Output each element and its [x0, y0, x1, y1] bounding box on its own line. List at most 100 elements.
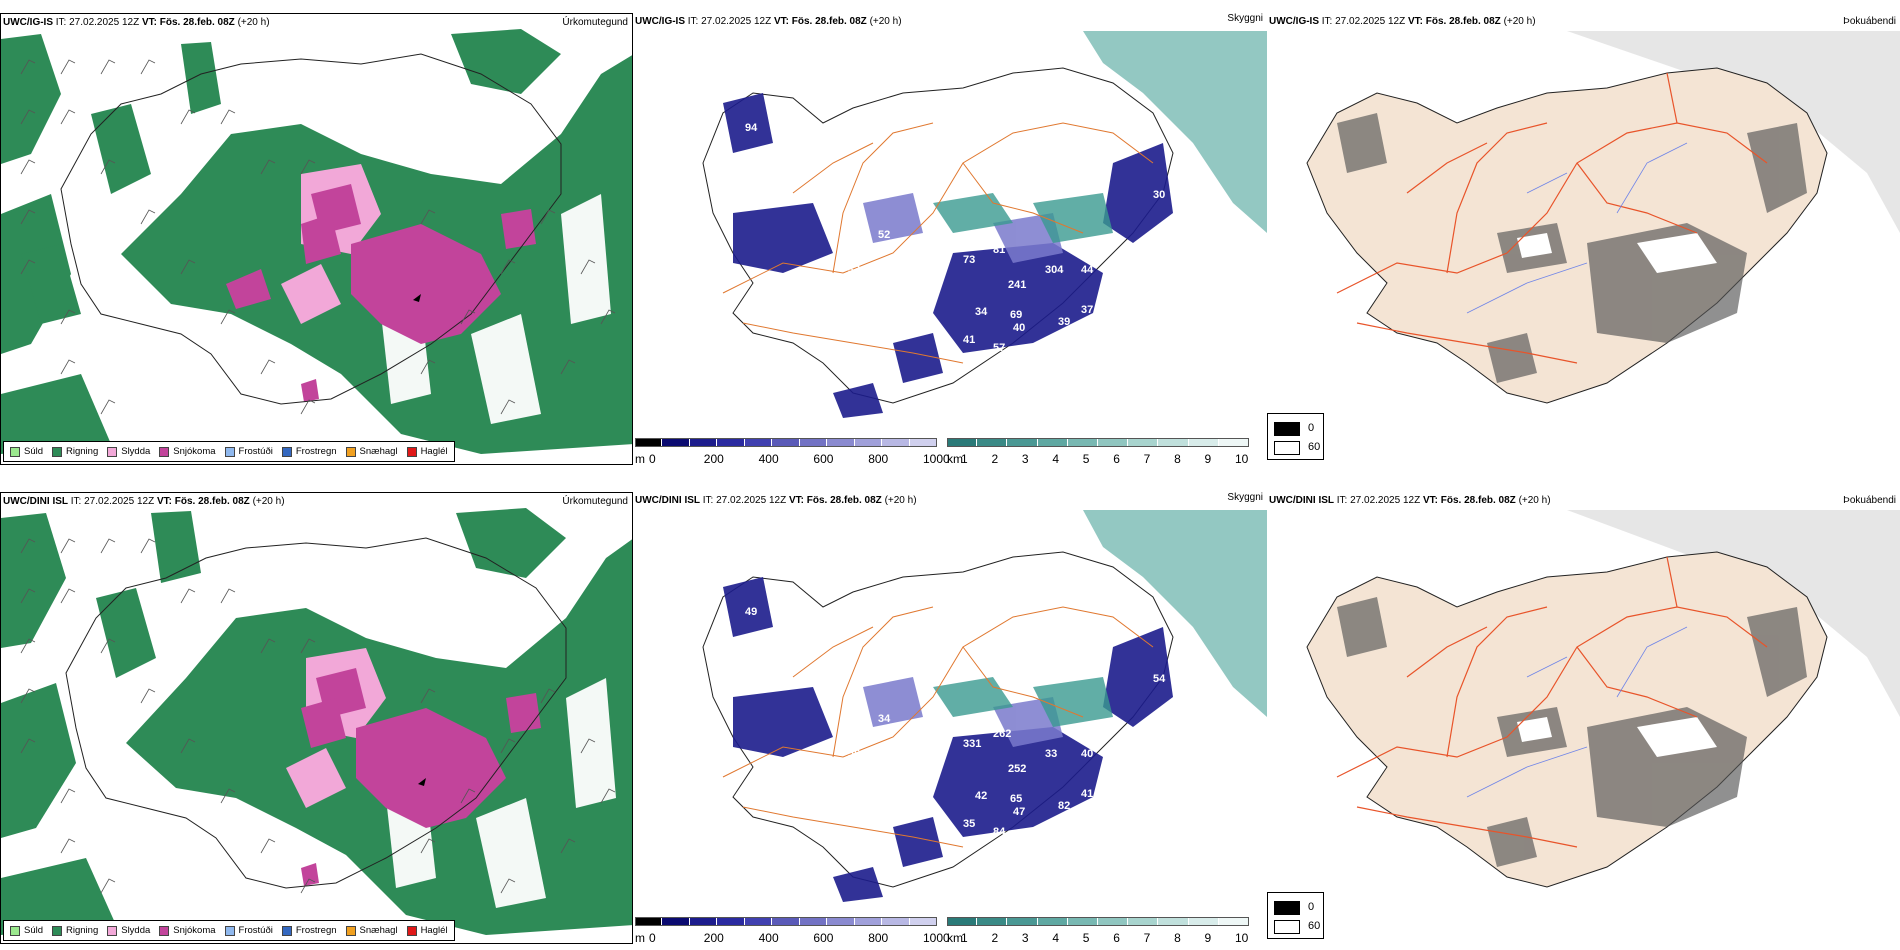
visibility-value-label: 57 — [908, 746, 920, 758]
colorbar-segment — [1007, 438, 1038, 447]
colorbar-segment — [1128, 917, 1159, 926]
legend-label: Snjókoma — [173, 925, 216, 936]
panel-header: UWC/IG-IS IT: 27.02.2025 12Z VT: Fös. 28… — [1269, 16, 1536, 27]
visibility-value-label: 41 — [1081, 788, 1093, 800]
colorbar-segment — [947, 438, 978, 447]
valid-time: Fös. 28.feb. 08Z — [1425, 16, 1501, 27]
colorbar-segment — [882, 438, 910, 447]
visibility-value-label: 40 — [1103, 304, 1115, 316]
colorbar-tick-label: 9 — [1204, 452, 1212, 465]
panel-header: UWC/DINI ISL IT: 27.02.2025 12Z VT: Fös.… — [3, 496, 285, 507]
visibility-value-label: 39 — [1103, 788, 1115, 800]
legend-swatch — [224, 925, 235, 936]
visibility-panel-1: 57 61 69 94 52 33 75 73 81 241 304 44 28 40 40 37 39 34 69… — [633, 13, 1267, 465]
visibility-value-label: 70 — [933, 858, 945, 870]
model-name: UWC/DINI ISL — [635, 495, 700, 506]
visibility-value-label: 81 — [993, 244, 1005, 256]
model-name: UWC/DINI ISL — [1269, 495, 1334, 506]
colorbar-segment — [977, 438, 1008, 447]
visibility-value-label: 52 — [878, 229, 890, 241]
visibility-value-label: 33 — [848, 264, 860, 276]
model-name: UWC/DINI ISL — [3, 496, 68, 507]
colorbar-tick-label: 200 — [703, 931, 724, 944]
legend-item: Frostregn — [281, 446, 337, 457]
colorbar-tick-label: 8 — [1174, 452, 1181, 465]
panel-header: UWC/DINI ISL IT: 27.02.2025 12Z VT: Fös.… — [1269, 495, 1551, 506]
visibility-value-label: 40 — [1189, 680, 1201, 692]
colorbar-tick-label: 800 — [868, 931, 889, 944]
lead-time: (+20 h) — [1518, 495, 1551, 506]
colorbar-frame — [947, 438, 1249, 447]
lead-time: (+20 h) — [237, 17, 270, 28]
visibility-value-label: 42 — [975, 790, 987, 802]
legend-label: Súld — [24, 925, 44, 936]
colorbar-segment — [1067, 438, 1098, 447]
colorbar-segment — [662, 438, 690, 447]
colorbar-segment — [717, 438, 745, 447]
legend-label: Haglél — [420, 446, 448, 457]
visibility-value-label: 73 — [963, 254, 975, 266]
colorbar-tick-label: 1 — [961, 452, 968, 465]
colorbar-tick-label: 400 — [758, 931, 779, 944]
panel-title: Skyggni — [1227, 492, 1263, 503]
visibility-value-label: 56 — [848, 748, 860, 760]
colorbar-tick-label: 3 — [1021, 452, 1029, 465]
fog-legend: 0 60 — [1267, 413, 1324, 460]
colorbar-tick-label: 600 — [813, 931, 834, 944]
colorbar-tick-label: 7 — [1143, 931, 1151, 944]
visibility-value-label: 331 — [963, 738, 981, 750]
visibility-value-label: 94 — [745, 122, 758, 134]
visibility-value-label: 69 — [783, 76, 795, 88]
visibility-value-label: 28 — [1118, 282, 1130, 294]
legend-swatch — [52, 446, 63, 457]
legend-swatch — [107, 446, 118, 457]
visibility-value-label: 41 — [1181, 658, 1193, 670]
legend-label: Rigning — [66, 446, 99, 457]
lead-time: (+20 h) — [252, 496, 285, 507]
visibility-value-label: 34 — [878, 713, 891, 725]
colorbar-segment — [882, 917, 910, 926]
colorbar-frame — [635, 917, 937, 926]
visibility-value-label: 50 — [1185, 240, 1197, 252]
colorbar-segment — [635, 438, 663, 447]
valid-label: VT: — [156, 496, 172, 507]
init-time: IT: 27.02.2025 12Z — [55, 17, 140, 28]
visibility-value-label: 54 — [1153, 673, 1166, 685]
lead-time: (+20 h) — [1503, 16, 1536, 27]
precip-type-map-1 — [1, 14, 632, 464]
colorbar-segment — [662, 917, 690, 926]
colorbar-tick-label: 3 — [1021, 931, 1029, 944]
legend-label: Haglél — [420, 925, 448, 936]
visibility-value-label: 252 — [1008, 763, 1026, 775]
lead-time: (+20 h) — [884, 495, 917, 506]
legend-label: Frostregn — [295, 925, 337, 936]
visibility-value-label: 35 — [893, 389, 905, 401]
colorbar-segment — [717, 917, 745, 926]
visibility-value-label: 77 — [1068, 823, 1080, 835]
legend-swatch — [159, 446, 170, 457]
legend-item: Haglél — [406, 446, 448, 457]
fog-swatch-0 — [1274, 422, 1300, 436]
colorbar-segment — [799, 917, 828, 926]
colorbar-frame — [635, 438, 937, 447]
colorbar-segment — [744, 917, 773, 926]
colorbar-segment — [1098, 438, 1129, 447]
visibility-value-label: 304 — [1045, 264, 1064, 276]
fog-swatch-0 — [1274, 901, 1300, 915]
visibility-value-label: 35 — [963, 818, 975, 830]
colorbar-tick-label: 10 — [1235, 931, 1249, 944]
colorbar-unit: km — [947, 452, 963, 465]
legend-swatch — [10, 446, 20, 457]
colorbar-segment — [1067, 917, 1098, 926]
visibility-value-label: 43 — [1147, 618, 1159, 630]
fog-legend: 0 60 — [1267, 892, 1324, 939]
colorbar-tick-label: 1000 — [923, 452, 950, 465]
colorbar-tick-label: 0 — [649, 452, 656, 465]
legend-swatch — [406, 925, 417, 936]
visibility-value-label: 40 — [1138, 292, 1150, 304]
colorbar-tick-label: 8 — [1174, 931, 1181, 944]
colorbar-unit: m — [635, 452, 645, 465]
legend-swatch — [10, 925, 20, 936]
init-time: IT: 27.02.2025 12Z — [1321, 16, 1406, 27]
panel-title: Þokuábendi — [1843, 495, 1896, 506]
